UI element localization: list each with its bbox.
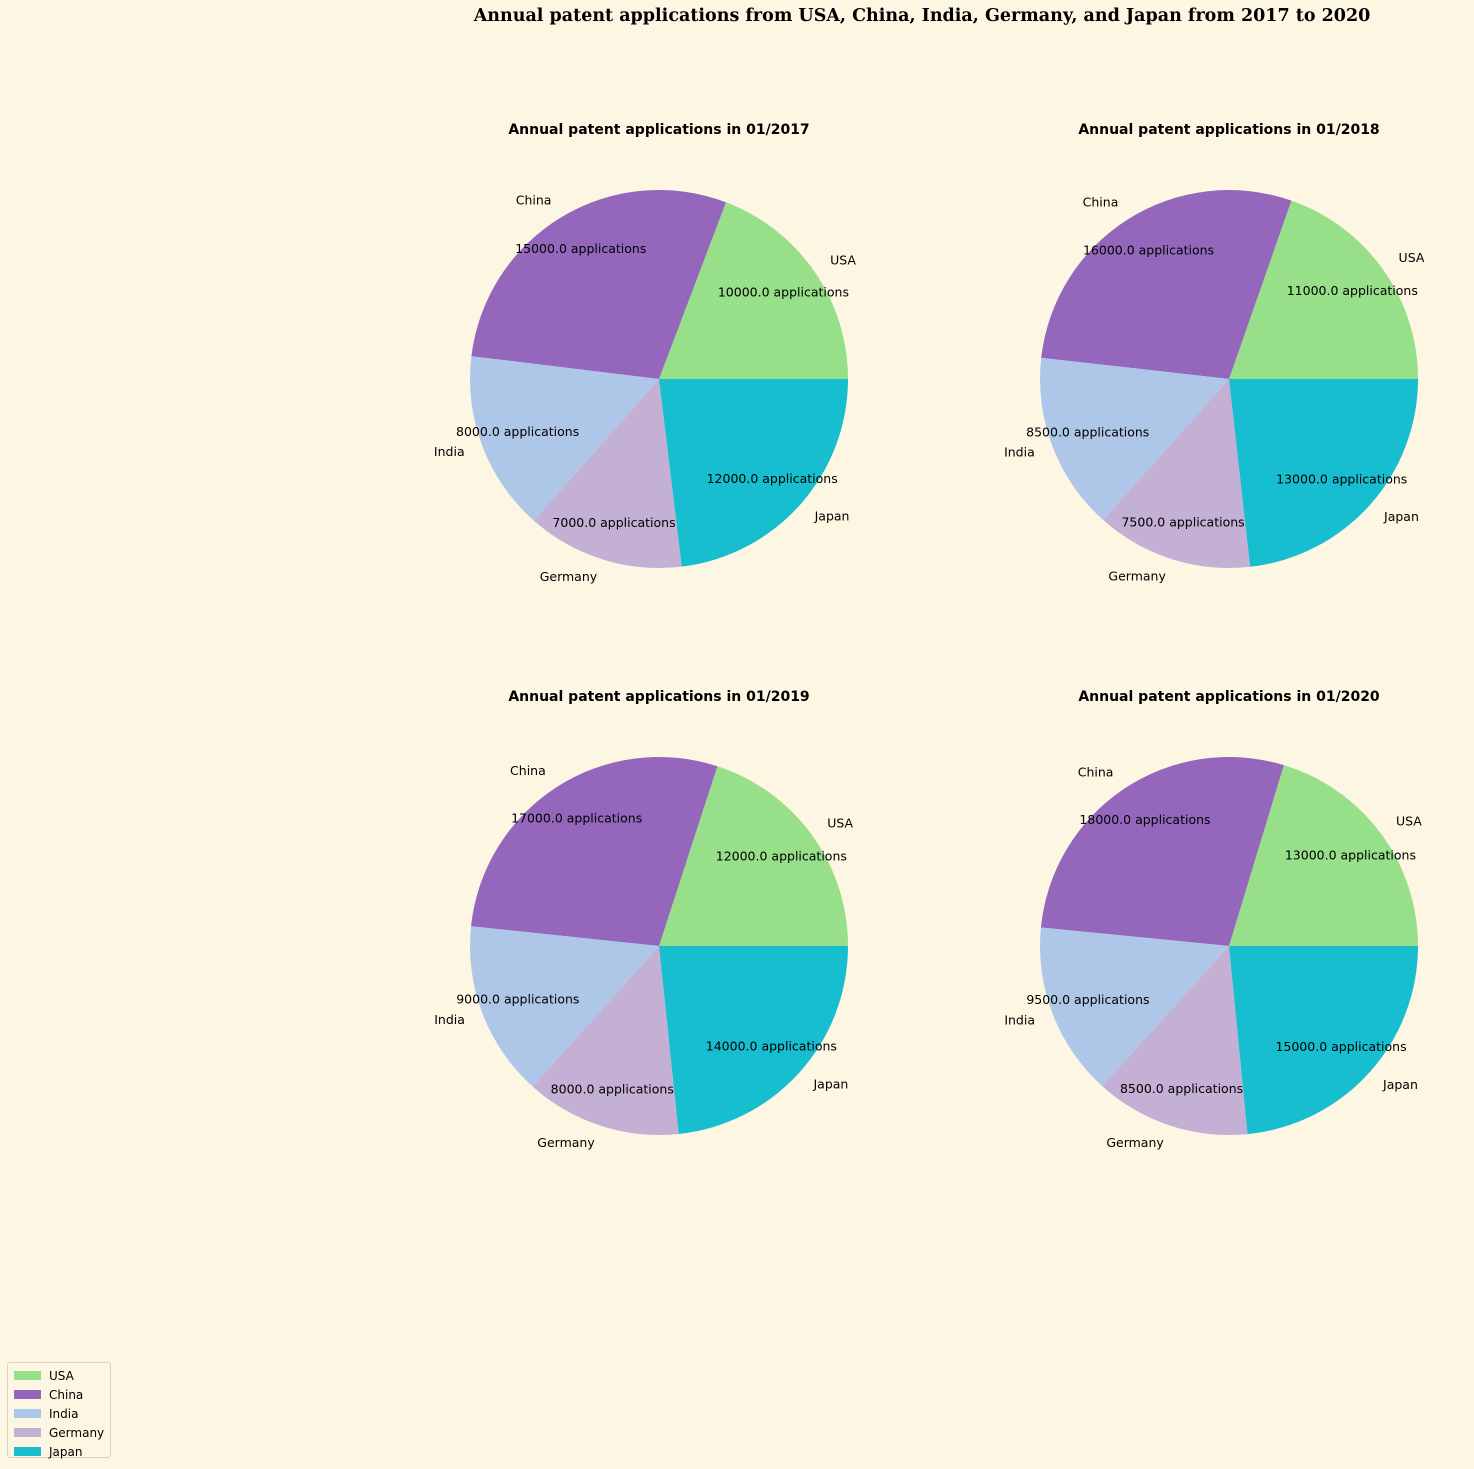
pie-slice-germany	[1102, 946, 1248, 1135]
slice-category-label-china: China	[510, 763, 546, 778]
subplot-title: Annual patent applications in 01/2017	[508, 122, 809, 138]
pie-slice-japan	[1229, 379, 1418, 567]
slice-value-label-india: 8500.0 applications	[1026, 424, 1149, 439]
slice-value-label-japan: 13000.0 applications	[1276, 471, 1407, 486]
slice-value-label-japan: 12000.0 applications	[707, 471, 838, 486]
pie-chart-1: 10000.0 applications USA 15000.0 applicati…	[434, 122, 856, 584]
slice-value-label-china: 16000.0 applications	[1083, 242, 1214, 257]
slice-category-label-japan: Japan	[1382, 1077, 1418, 1092]
pie-chart-3: 12000.0 applications USA 17000.0 applicati…	[434, 689, 853, 1150]
slice-category-label-india: India	[434, 444, 465, 459]
legend-item-china: China	[14, 1385, 110, 1404]
legend-swatch-usa	[14, 1371, 41, 1380]
pie-slice-india	[470, 356, 659, 521]
legend-item-usa: USA	[14, 1366, 110, 1385]
pie-slice-china	[1040, 757, 1284, 946]
slice-value-label-usa: 13000.0 applications	[1285, 847, 1416, 862]
pie-slice-china	[471, 190, 727, 379]
slice-category-label-germany: Germany	[1106, 1135, 1164, 1150]
slice-value-label-usa: 11000.0 applications	[1287, 283, 1418, 298]
pie-slice-india	[1040, 927, 1229, 1087]
pie-slice-usa	[1229, 200, 1418, 379]
slice-category-label-china: China	[1078, 765, 1114, 780]
legend-label: India	[49, 1406, 79, 1421]
chart-title: Annual patent applications from USA, Chi…	[473, 6, 1371, 26]
slice-category-label-india: India	[1004, 1012, 1035, 1027]
slice-category-label-usa: USA	[1399, 250, 1425, 265]
legend-swatch-china	[14, 1390, 41, 1399]
slice-category-label-germany: Germany	[540, 569, 598, 584]
legend-label: China	[49, 1387, 84, 1402]
pie-slice-germany	[532, 946, 679, 1135]
pie-slice-usa	[659, 202, 848, 379]
pie-slice-usa	[1229, 765, 1418, 946]
slice-category-label-china: China	[516, 193, 552, 208]
slice-value-label-india: 9500.0 applications	[1026, 992, 1149, 1007]
slice-category-label-germany: Germany	[537, 1135, 595, 1150]
slice-value-label-germany: 8500.0 applications	[1120, 1081, 1243, 1096]
pie-slice-germany	[533, 379, 682, 568]
pie-slice-japan	[659, 379, 848, 567]
slice-category-label-india: India	[434, 1012, 465, 1027]
legend-item-india: India	[14, 1404, 110, 1423]
slice-value-label-japan: 15000.0 applications	[1275, 1039, 1406, 1054]
slice-category-label-japan: Japan	[1383, 509, 1419, 524]
slice-value-label-germany: 8000.0 applications	[551, 1081, 674, 1096]
legend-label: Japan	[49, 1444, 83, 1459]
slice-value-label-india: 9000.0 applications	[456, 992, 579, 1007]
slice-category-label-japan: Japan	[814, 508, 850, 523]
slice-category-label-japan: Japan	[812, 1077, 848, 1092]
slice-value-label-china: 15000.0 applications	[515, 241, 646, 256]
legend-item-japan: Japan	[14, 1442, 110, 1461]
slice-category-label-china: China	[1083, 194, 1119, 209]
legend-swatch-india	[14, 1409, 41, 1418]
slice-value-label-germany: 7000.0 applications	[552, 515, 675, 530]
pie-chart-4: 13000.0 applications USA 18000.0 applicati…	[1004, 689, 1422, 1150]
legend-item-germany: Germany	[14, 1423, 110, 1442]
pie-slice-japan	[1229, 946, 1418, 1135]
slice-value-label-india: 8000.0 applications	[456, 424, 579, 439]
pie-slice-japan	[659, 946, 848, 1134]
slice-value-label-china: 17000.0 applications	[511, 811, 642, 826]
legend-swatch-germany	[14, 1428, 41, 1437]
pie-slice-germany	[1103, 379, 1251, 568]
pie-chart-2: 11000.0 applications USA 16000.0 applicati…	[1004, 122, 1425, 584]
pie-slice-india	[470, 926, 659, 1087]
pie-slice-china	[1041, 190, 1292, 379]
legend-label: USA	[49, 1368, 74, 1383]
slice-value-label-china: 18000.0 applications	[1079, 812, 1210, 827]
slice-value-label-germany: 7500.0 applications	[1121, 515, 1244, 530]
legend: USA China India Germany Japan	[7, 1362, 111, 1461]
slice-category-label-usa: USA	[830, 252, 856, 267]
subplot-title: Annual patent applications in 01/2018	[1078, 122, 1379, 138]
pie-slice-india	[1039, 357, 1229, 520]
pie-slice-usa	[659, 766, 848, 946]
slice-category-label-usa: USA	[1396, 814, 1422, 829]
slice-category-label-india: India	[1004, 445, 1035, 460]
pie-slice-china	[471, 756, 718, 946]
legend-swatch-japan	[14, 1447, 41, 1456]
slice-category-label-germany: Germany	[1108, 569, 1166, 584]
legend-label: Germany	[49, 1425, 105, 1440]
subplot-title: Annual patent applications in 01/2020	[1078, 689, 1380, 705]
slice-value-label-usa: 10000.0 applications	[718, 285, 849, 300]
slice-category-label-usa: USA	[827, 815, 853, 830]
slice-value-label-usa: 12000.0 applications	[716, 849, 847, 864]
slice-value-label-japan: 14000.0 applications	[706, 1039, 837, 1054]
subplot-title: Annual patent applications in 01/2019	[508, 689, 809, 705]
